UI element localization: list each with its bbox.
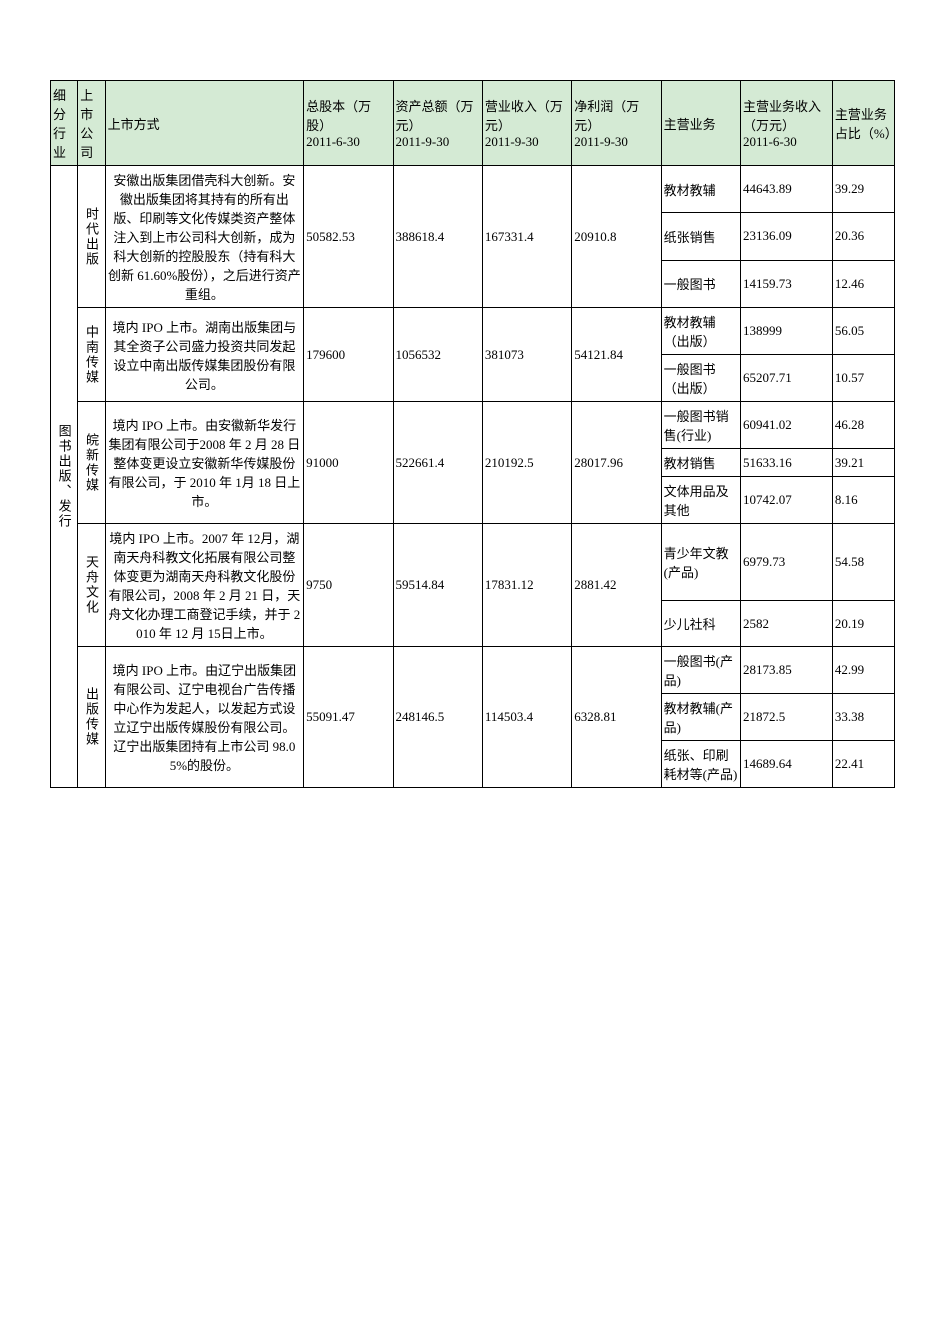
biz-revenue-cell: 23136.09 [741, 213, 833, 260]
table-row: 出版传媒境内 IPO 上市。由辽宁出版集团有限公司、辽宁电视台广告传播中心作为发… [51, 647, 895, 694]
company-name-cell: 出版传媒 [78, 647, 105, 788]
biz-revenue-cell: 65207.71 [741, 355, 833, 402]
revenue-cell: 114503.4 [482, 647, 571, 788]
biz-name-cell: 教材教辅 [661, 166, 740, 213]
header-method: 上市方式 [105, 81, 304, 166]
listing-method-cell: 安徽出版集团借壳科大创新。安徽出版集团将其持有的所有出版、印刷等文化传媒类资产整… [105, 166, 304, 308]
biz-pct-cell: 12.46 [832, 260, 894, 307]
header-pct: 主营业务占比（%） [832, 81, 894, 166]
biz-pct-cell: 20.36 [832, 213, 894, 260]
biz-name-cell: 少儿社科 [661, 601, 740, 647]
profit-cell: 6328.81 [572, 647, 661, 788]
capital-cell: 179600 [304, 308, 393, 402]
biz-revenue-cell: 138999 [741, 308, 833, 355]
assets-cell: 248146.5 [393, 647, 482, 788]
company-name-cell: 中南传媒 [78, 308, 105, 402]
capital-cell: 55091.47 [304, 647, 393, 788]
biz-revenue-cell: 14689.64 [741, 741, 833, 788]
financial-table: 细分行业 上市公司 上市方式 总股本（万股） 2011-6-30 资产总额（万元… [50, 80, 895, 788]
biz-pct-cell: 56.05 [832, 308, 894, 355]
profit-cell: 2881.42 [572, 524, 661, 647]
profit-cell: 28017.96 [572, 402, 661, 524]
biz-name-cell: 一般图书（出版） [661, 355, 740, 402]
biz-revenue-cell: 28173.85 [741, 647, 833, 694]
biz-name-cell: 一般图书销售(行业) [661, 402, 740, 449]
biz-pct-cell: 42.99 [832, 647, 894, 694]
biz-revenue-cell: 6979.73 [741, 524, 833, 601]
profit-cell: 20910.8 [572, 166, 661, 308]
capital-cell: 50582.53 [304, 166, 393, 308]
listing-method-cell: 境内 IPO 上市。由安徽新华发行集团有限公司于2008 年 2 月 28 日整… [105, 402, 304, 524]
biz-name-cell: 纸张销售 [661, 213, 740, 260]
biz-pct-cell: 46.28 [832, 402, 894, 449]
table-row: 皖新传媒境内 IPO 上市。由安徽新华发行集团有限公司于2008 年 2 月 2… [51, 402, 895, 449]
biz-pct-cell: 10.57 [832, 355, 894, 402]
biz-name-cell: 教材教辅(产品) [661, 694, 740, 741]
biz-pct-cell: 39.29 [832, 166, 894, 213]
biz-pct-cell: 22.41 [832, 741, 894, 788]
revenue-cell: 381073 [482, 308, 571, 402]
biz-name-cell: 教材销售 [661, 449, 740, 477]
biz-name-cell: 一般图书(产品) [661, 647, 740, 694]
profit-cell: 54121.84 [572, 308, 661, 402]
biz-revenue-cell: 14159.73 [741, 260, 833, 307]
assets-cell: 59514.84 [393, 524, 482, 647]
header-profit: 净利润（万元） 2011-9-30 [572, 81, 661, 166]
industry-cell: 图书出版、发行 [51, 166, 78, 788]
header-mainrev: 主营业务收入（万元） 2011-6-30 [741, 81, 833, 166]
capital-cell: 91000 [304, 402, 393, 524]
header-assets: 资产总额（万元） 2011-9-30 [393, 81, 482, 166]
biz-pct-cell: 8.16 [832, 477, 894, 524]
header-capital: 总股本（万股） 2011-6-30 [304, 81, 393, 166]
listing-method-cell: 境内 IPO 上市。2007 年 12月，湖南天舟科教文化拓展有限公司整体变更为… [105, 524, 304, 647]
header-revenue: 营业收入（万元） 2011-9-30 [482, 81, 571, 166]
assets-cell: 522661.4 [393, 402, 482, 524]
header-company: 上市公司 [78, 81, 105, 166]
table-row: 中南传媒境内 IPO 上市。湖南出版集团与其全资子公司盛力投资共同发起设立中南出… [51, 308, 895, 355]
table-header-row: 细分行业 上市公司 上市方式 总股本（万股） 2011-6-30 资产总额（万元… [51, 81, 895, 166]
biz-revenue-cell: 2582 [741, 601, 833, 647]
header-mainbiz: 主营业务 [661, 81, 740, 166]
listing-method-cell: 境内 IPO 上市。湖南出版集团与其全资子公司盛力投资共同发起设立中南出版传媒集… [105, 308, 304, 402]
biz-revenue-cell: 51633.16 [741, 449, 833, 477]
biz-pct-cell: 33.38 [832, 694, 894, 741]
listing-method-cell: 境内 IPO 上市。由辽宁出版集团有限公司、辽宁电视台广告传播中心作为发起人，以… [105, 647, 304, 788]
assets-cell: 1056532 [393, 308, 482, 402]
company-name-cell: 天舟文化 [78, 524, 105, 647]
company-name-cell: 时代出版 [78, 166, 105, 308]
revenue-cell: 210192.5 [482, 402, 571, 524]
capital-cell: 9750 [304, 524, 393, 647]
biz-name-cell: 青少年文教(产品) [661, 524, 740, 601]
assets-cell: 388618.4 [393, 166, 482, 308]
biz-revenue-cell: 44643.89 [741, 166, 833, 213]
revenue-cell: 17831.12 [482, 524, 571, 647]
biz-name-cell: 教材教辅（出版） [661, 308, 740, 355]
biz-name-cell: 纸张、印刷耗材等(产品) [661, 741, 740, 788]
revenue-cell: 167331.4 [482, 166, 571, 308]
biz-revenue-cell: 60941.02 [741, 402, 833, 449]
biz-pct-cell: 39.21 [832, 449, 894, 477]
biz-name-cell: 文体用品及其他 [661, 477, 740, 524]
header-industry: 细分行业 [51, 81, 78, 166]
table-row: 图书出版、发行时代出版安徽出版集团借壳科大创新。安徽出版集团将其持有的所有出版、… [51, 166, 895, 213]
biz-revenue-cell: 10742.07 [741, 477, 833, 524]
biz-pct-cell: 20.19 [832, 601, 894, 647]
biz-revenue-cell: 21872.5 [741, 694, 833, 741]
company-name-cell: 皖新传媒 [78, 402, 105, 524]
biz-name-cell: 一般图书 [661, 260, 740, 307]
biz-pct-cell: 54.58 [832, 524, 894, 601]
table-row: 天舟文化境内 IPO 上市。2007 年 12月，湖南天舟科教文化拓展有限公司整… [51, 524, 895, 601]
